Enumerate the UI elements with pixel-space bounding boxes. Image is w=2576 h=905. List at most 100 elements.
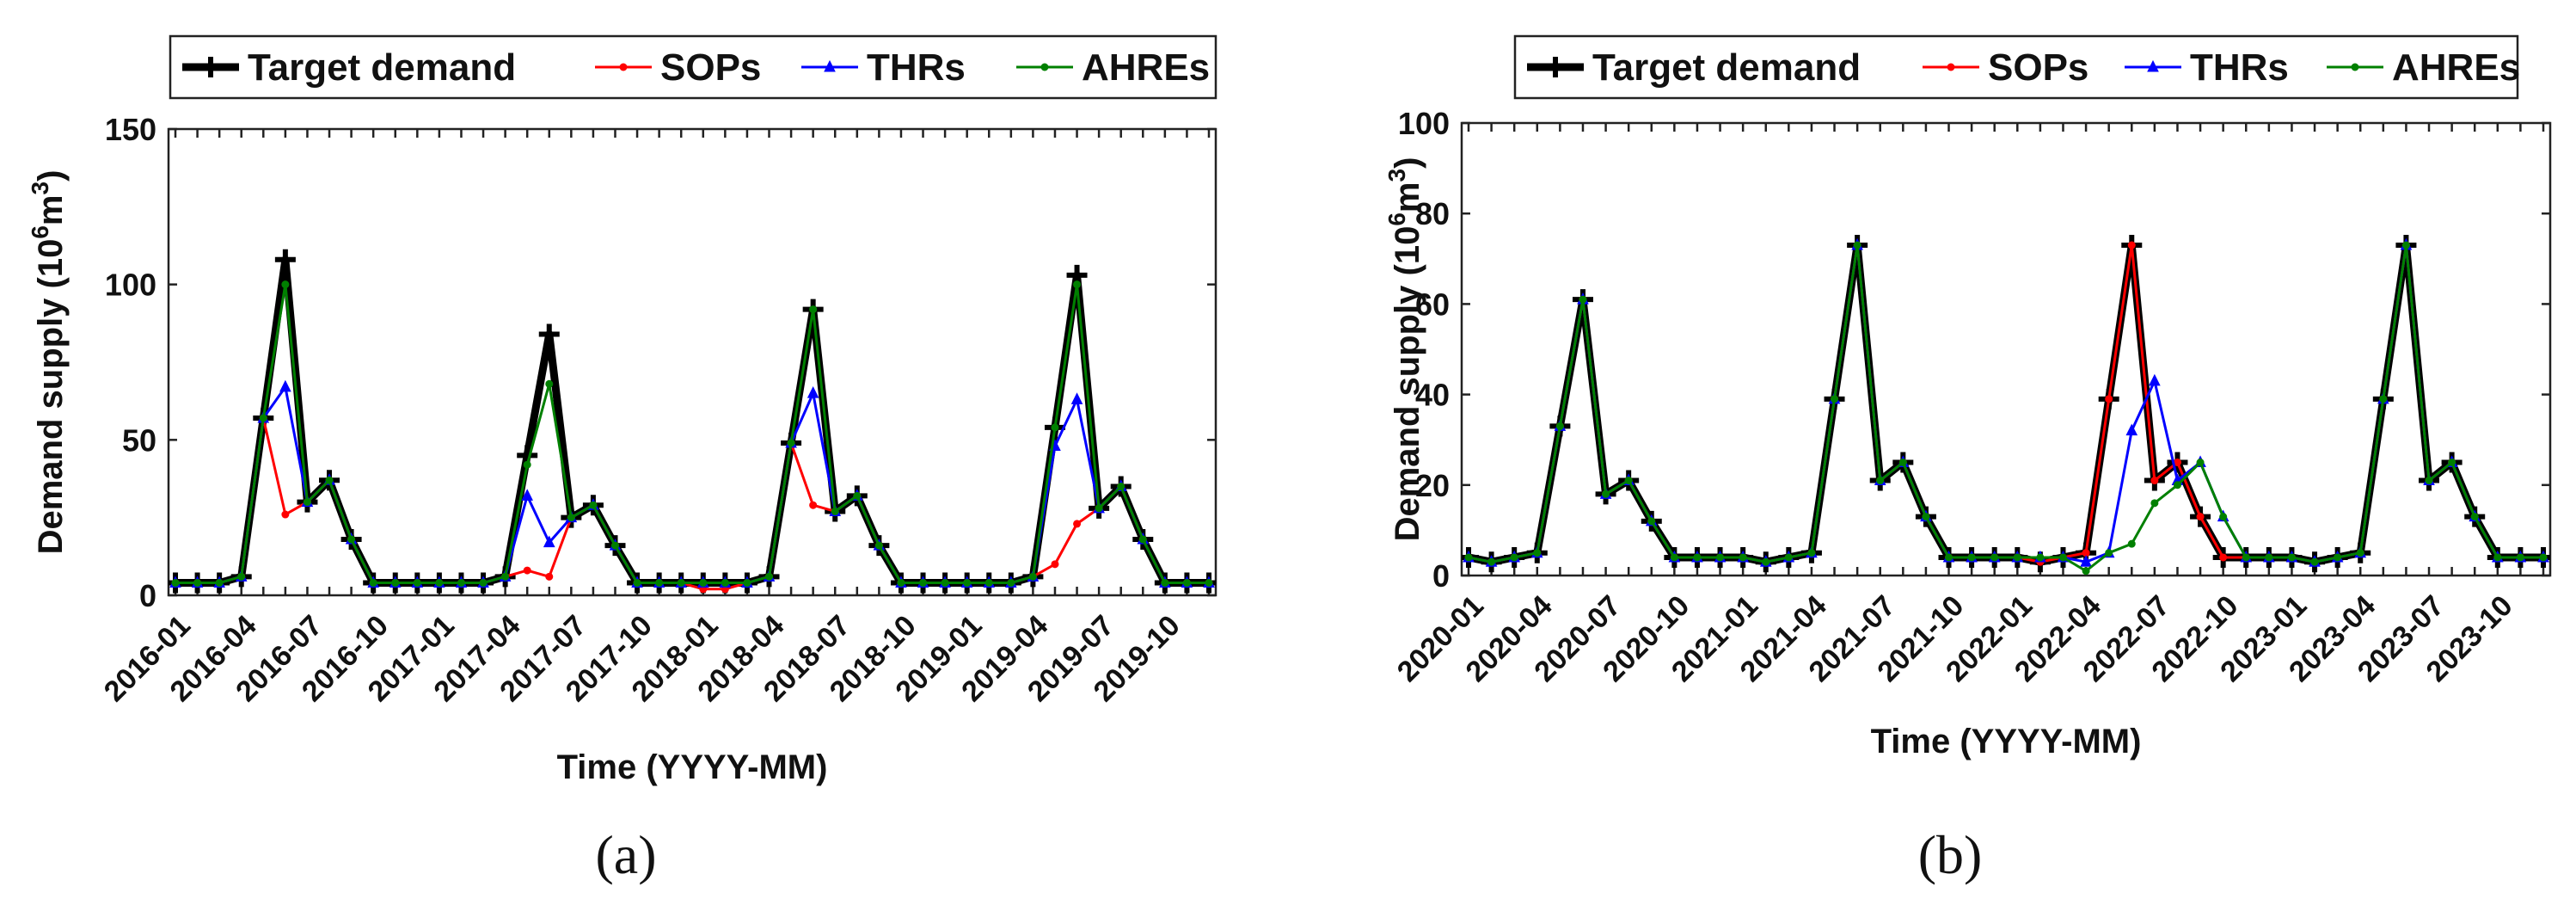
data-point-thrs bbox=[2080, 555, 2092, 567]
data-point-ahres bbox=[853, 491, 862, 500]
data-point-thrs bbox=[2125, 423, 2138, 436]
data-point-ahres bbox=[897, 579, 905, 588]
data-point-ahres bbox=[919, 579, 928, 588]
data-point-ahres bbox=[2401, 241, 2410, 249]
data-point-ahres bbox=[2334, 553, 2342, 562]
data-point-ahres bbox=[1028, 572, 1037, 581]
data-point-ahres bbox=[237, 572, 246, 581]
data-point-ahres bbox=[1533, 549, 1542, 557]
data-point-ahres bbox=[1555, 422, 1564, 430]
data-point-ahres bbox=[1007, 579, 1015, 588]
data-point-ahres bbox=[831, 507, 839, 515]
data-point-sops bbox=[281, 510, 290, 519]
legend-label: THRs bbox=[2190, 46, 2289, 89]
y-tick-label: 50 bbox=[122, 422, 156, 458]
data-point-ahres bbox=[1967, 553, 1976, 562]
data-point-ahres bbox=[1579, 295, 1587, 304]
data-point-ahres bbox=[1464, 553, 1473, 562]
legend-label: THRs bbox=[867, 46, 966, 89]
data-point-ahres bbox=[193, 579, 202, 588]
data-point-ahres bbox=[2310, 557, 2319, 566]
data-point-ahres bbox=[1922, 513, 1930, 521]
data-point-ahres bbox=[523, 460, 531, 469]
data-point-thrs bbox=[807, 386, 819, 398]
data-point-ahres bbox=[1205, 579, 1213, 588]
data-point-ahres bbox=[1670, 553, 1678, 562]
data-point-ahres bbox=[2127, 539, 2136, 548]
data-point-ahres bbox=[2150, 499, 2159, 508]
data-point-ahres bbox=[501, 572, 510, 581]
legend-marker bbox=[2351, 63, 2359, 71]
data-point-sops bbox=[2127, 241, 2136, 249]
data-point-sops bbox=[2219, 553, 2228, 562]
series-line-ahres bbox=[1468, 243, 2543, 573]
data-point-ahres bbox=[1831, 395, 1839, 403]
data-point-ahres bbox=[1073, 280, 1082, 289]
data-point-ahres bbox=[2516, 553, 2524, 562]
data-point-ahres bbox=[1876, 477, 1885, 485]
data-point-ahres bbox=[413, 579, 421, 588]
data-point-ahres bbox=[2448, 459, 2456, 466]
data-point-ahres bbox=[1624, 477, 1633, 485]
data-point-sops bbox=[1051, 560, 1059, 569]
data-point-thrs bbox=[543, 535, 555, 548]
data-point-ahres bbox=[2493, 553, 2502, 562]
data-point-sops bbox=[2105, 395, 2113, 403]
y-tick-label: 40 bbox=[1415, 378, 1450, 413]
legend-marker bbox=[1040, 63, 1049, 71]
y-tick-label: 80 bbox=[1415, 196, 1450, 231]
series-line-ahres bbox=[175, 283, 1209, 585]
data-point-sops bbox=[523, 566, 531, 575]
data-point-ahres bbox=[2425, 477, 2433, 485]
data-point-ahres bbox=[1095, 504, 1103, 513]
data-point-ahres bbox=[1853, 241, 1861, 249]
data-point-ahres bbox=[2196, 459, 2205, 466]
y-tick-label: 20 bbox=[1415, 468, 1450, 503]
data-point-ahres bbox=[2058, 553, 2067, 562]
data-point-thrs bbox=[2149, 373, 2161, 386]
data-point-ahres bbox=[1693, 553, 1702, 562]
data-point-ahres bbox=[633, 579, 641, 588]
x-axis-label: Time (YYYY-MM) bbox=[557, 748, 828, 786]
series-layer bbox=[169, 249, 1216, 594]
data-point-ahres bbox=[984, 579, 993, 588]
data-point-target-demand bbox=[538, 323, 560, 345]
legend-marker bbox=[2147, 59, 2159, 72]
data-point-thrs bbox=[279, 379, 291, 392]
data-point-ahres bbox=[325, 476, 334, 484]
legend-label: AHREs bbox=[2392, 46, 2520, 89]
data-point-ahres bbox=[610, 541, 619, 550]
data-point-ahres bbox=[1182, 579, 1191, 588]
data-point-sops bbox=[809, 501, 818, 509]
data-point-ahres bbox=[1117, 483, 1125, 491]
chart-panel-a: 0501001502016-012016-042016-072016-10201… bbox=[27, 34, 1217, 786]
legend-label: Target demand bbox=[1592, 46, 1861, 89]
data-point-sops bbox=[2196, 513, 2205, 521]
caption-b: (b) bbox=[1918, 824, 1983, 885]
data-point-ahres bbox=[259, 414, 267, 422]
data-point-ahres bbox=[2539, 553, 2548, 562]
data-point-ahres bbox=[941, 579, 949, 588]
data-point-ahres bbox=[2036, 553, 2045, 562]
y-axis-label: Demand supply (106m3) bbox=[1383, 157, 1426, 542]
data-point-sops bbox=[545, 572, 554, 581]
legend-label: SOPs bbox=[660, 46, 761, 89]
caption-a: (a) bbox=[595, 824, 656, 885]
y-tick-label: 0 bbox=[1432, 558, 1450, 594]
data-point-ahres bbox=[2470, 513, 2479, 521]
data-point-ahres bbox=[1161, 579, 1169, 588]
data-point-sops bbox=[2150, 477, 2159, 485]
data-point-ahres bbox=[2379, 395, 2388, 403]
data-point-ahres bbox=[567, 514, 575, 522]
data-point-ahres bbox=[765, 572, 774, 581]
chart-panel-b: 0204060801002020-012020-042020-072020-10… bbox=[1383, 34, 2552, 760]
y-tick-label: 100 bbox=[1398, 106, 1450, 141]
y-tick-label: 100 bbox=[105, 268, 156, 303]
data-point-ahres bbox=[347, 535, 356, 544]
legend-marker bbox=[619, 63, 628, 71]
data-point-sops bbox=[2173, 459, 2181, 466]
series-layer bbox=[1462, 235, 2550, 576]
data-point-ahres bbox=[2082, 567, 2090, 576]
